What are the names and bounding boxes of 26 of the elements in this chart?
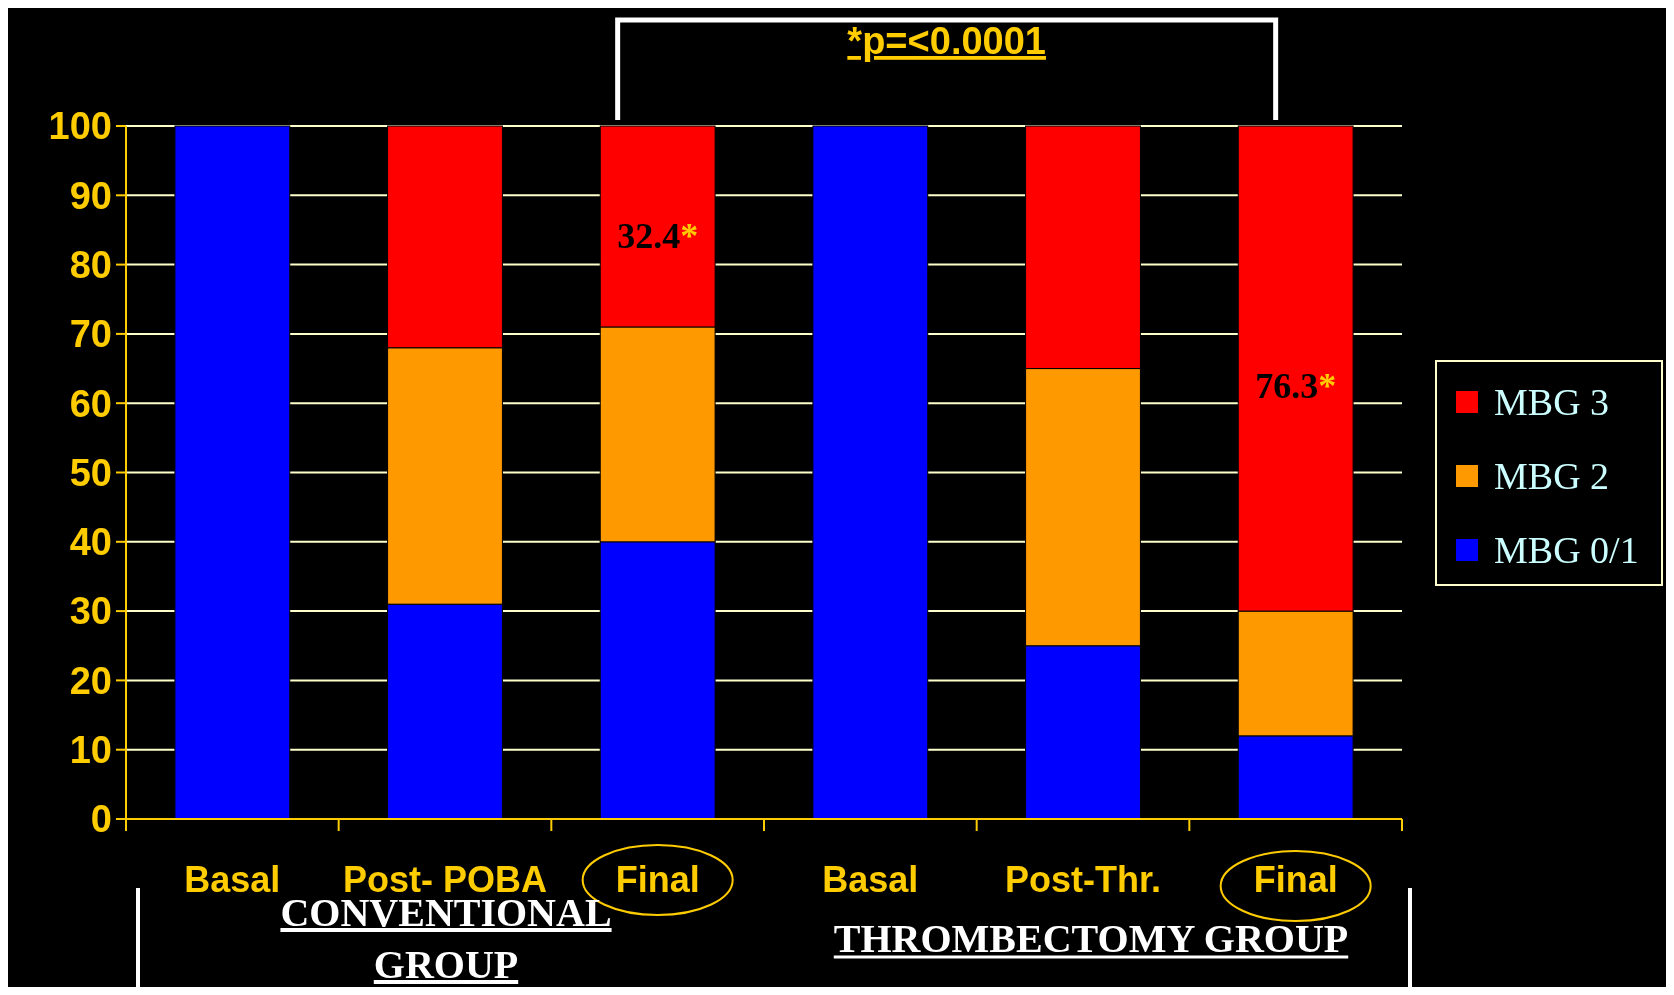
x-tick-label: Basal — [184, 859, 281, 900]
y-tick-label: 10 — [69, 729, 112, 771]
y-tick-label: 100 — [48, 105, 112, 148]
y-tick-label: 30 — [69, 590, 112, 633]
annotation: 76.3* — [1255, 366, 1337, 406]
bar — [174, 125, 291, 820]
annotation: 32.4* — [617, 216, 699, 256]
y-tick-label: 70 — [69, 313, 112, 356]
y-tick-label: 50 — [69, 451, 112, 494]
legend-label: MBG 2 — [1494, 455, 1610, 498]
x-tick-label: Post-Thr. — [1004, 859, 1162, 900]
y-tick-label: 90 — [69, 174, 112, 217]
y-tick-label: 80 — [69, 243, 112, 286]
chart-title: *p=<0.0001 — [847, 20, 1046, 62]
bar — [812, 125, 929, 820]
y-tick-label: 0 — [90, 798, 112, 841]
y-tick-label: 40 — [69, 521, 112, 564]
x-tick-label: Final — [1253, 859, 1338, 900]
y-tick-label: 20 — [69, 659, 112, 702]
legend-label: MBG 3 — [1494, 381, 1610, 424]
text: THROMBECTOMY GROUP — [833, 916, 1349, 961]
x-tick-label: Final — [615, 859, 700, 900]
legend-label: MBG 0/1 — [1494, 529, 1639, 572]
x-tick-label: Basal — [822, 859, 919, 900]
y-tick-label: 60 — [69, 382, 112, 425]
x-tick-label: Post- POBA — [342, 859, 548, 900]
